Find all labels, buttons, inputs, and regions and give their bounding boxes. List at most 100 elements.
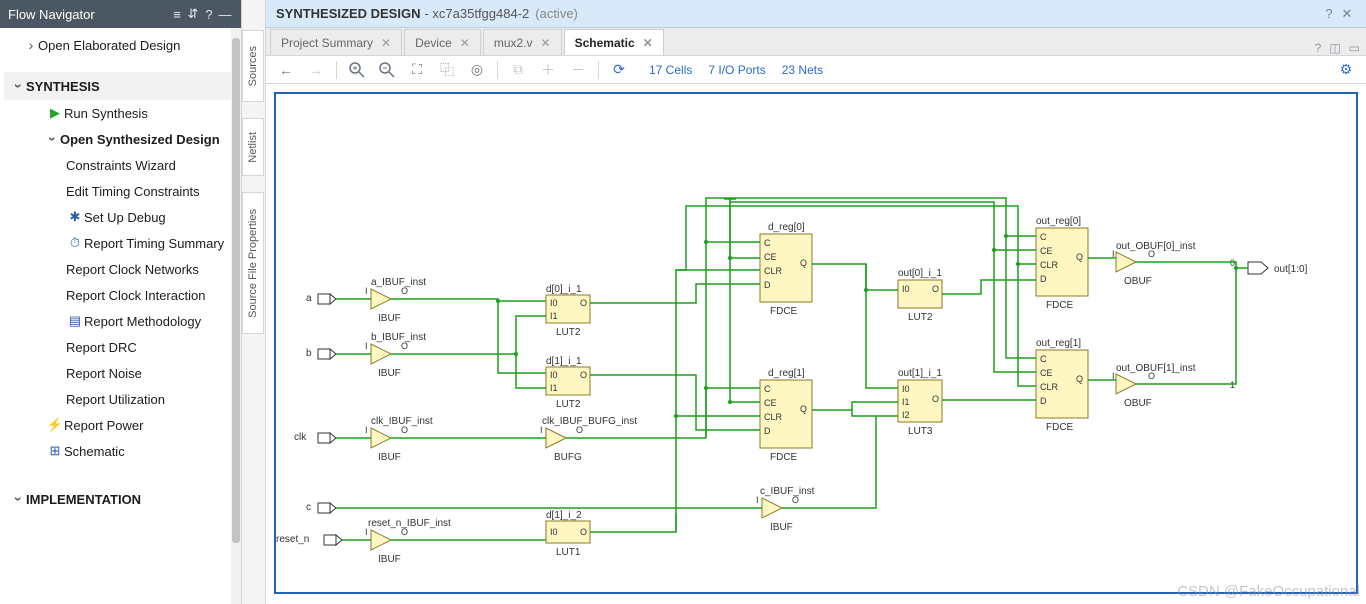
- implementation-category[interactable]: › IMPLEMENTATION: [4, 486, 241, 512]
- tab-device[interactable]: Device✕: [404, 29, 481, 55]
- svg-text:C: C: [764, 238, 771, 248]
- open-elaborated-design[interactable]: ›Open Elaborated Design: [4, 32, 241, 58]
- svg-text:Q: Q: [800, 404, 807, 414]
- open-synthesized-design[interactable]: › Open Synthesized Design: [4, 126, 241, 152]
- svg-text:I2: I2: [902, 410, 910, 420]
- report-clock-networks[interactable]: Report Clock Networks: [4, 256, 241, 282]
- svg-text:0: 0: [1230, 258, 1235, 268]
- svg-text:Q: Q: [800, 258, 807, 268]
- titlebar-close-icon[interactable]: ✕: [1338, 6, 1356, 22]
- settings-button[interactable]: ⚙: [1332, 58, 1360, 82]
- svg-text:LUT2: LUT2: [556, 399, 581, 410]
- svg-text:IBUF: IBUF: [378, 452, 401, 463]
- schematic-link[interactable]: ⊞Schematic: [4, 438, 241, 464]
- back-button[interactable]: ←: [272, 58, 300, 82]
- svg-text:OBUF: OBUF: [1124, 398, 1152, 409]
- report-noise[interactable]: Report Noise: [4, 360, 241, 386]
- setup-debug-label: Set Up Debug: [84, 210, 166, 225]
- close-icon[interactable]: ✕: [643, 36, 653, 50]
- vtab-sources[interactable]: Sources: [242, 30, 264, 102]
- design-part: - xc7a35tfgg484-2: [424, 6, 529, 21]
- stat-nets[interactable]: 23 Nets: [782, 63, 823, 77]
- edit-timing-constraints[interactable]: Edit Timing Constraints: [4, 178, 241, 204]
- select-button[interactable]: ⧉: [504, 58, 532, 82]
- play-icon: ▶: [46, 105, 64, 121]
- svg-text:I0: I0: [902, 284, 910, 294]
- svg-text:FDCE: FDCE: [1046, 300, 1074, 311]
- set-up-debug[interactable]: ✱Set Up Debug: [4, 204, 241, 230]
- synthesis-category[interactable]: › SYNTHESIS: [4, 72, 241, 100]
- svg-text:d_reg[0]: d_reg[0]: [768, 222, 805, 233]
- zoom-in-button[interactable]: [343, 58, 371, 82]
- stat-io[interactable]: 7 I/O Ports: [708, 63, 765, 77]
- svg-text:CLR: CLR: [1040, 260, 1059, 270]
- close-icon[interactable]: ✕: [460, 36, 470, 50]
- svg-text:D: D: [1040, 274, 1047, 284]
- svg-text:LUT3: LUT3: [908, 426, 933, 437]
- svg-text:I: I: [365, 527, 368, 537]
- power-icon: ⚡: [46, 417, 64, 433]
- svg-text:LUT1: LUT1: [556, 547, 581, 558]
- tab-schematic[interactable]: Schematic ✕: [564, 29, 664, 55]
- nav-help-icon[interactable]: ?: [201, 7, 217, 22]
- zoom-out-button[interactable]: [373, 58, 401, 82]
- svg-text:reset_n_IBUF_inst: reset_n_IBUF_inst: [368, 518, 451, 529]
- report-timing-summary[interactable]: ⏱Report Timing Summary: [4, 230, 241, 256]
- report-utilization[interactable]: Report Utilization: [4, 386, 241, 412]
- svg-text:IBUF: IBUF: [770, 522, 793, 533]
- report-power-label: Report Power: [64, 418, 143, 433]
- nav-minimize-icon[interactable]: —: [217, 7, 233, 22]
- svg-text:I0: I0: [550, 527, 558, 537]
- svg-text:out_OBUF[0]_inst: out_OBUF[0]_inst: [1116, 241, 1196, 252]
- report-power[interactable]: ⚡Report Power: [4, 412, 241, 438]
- svg-text:CE: CE: [764, 398, 777, 408]
- vtab-props-label: Source File Properties: [247, 209, 259, 318]
- forward-button[interactable]: →: [302, 58, 330, 82]
- svg-text:O: O: [932, 284, 939, 294]
- report-clock-interaction[interactable]: Report Clock Interaction: [4, 282, 241, 308]
- svg-text:I: I: [365, 286, 368, 296]
- titlebar-help-icon[interactable]: ?: [1320, 6, 1338, 21]
- add-button[interactable]: ＋: [534, 58, 562, 82]
- report-noise-label: Report Noise: [66, 366, 142, 381]
- stat-cells[interactable]: 17 Cells: [649, 63, 692, 77]
- bug-icon: ✱: [66, 209, 84, 225]
- tab-mux2v[interactable]: mux2.v✕: [483, 29, 562, 55]
- nav-sort-icon[interactable]: ⇵: [185, 6, 201, 22]
- tab-restore-icon[interactable]: ◫: [1329, 41, 1340, 55]
- left-scrollbar-thumb[interactable]: [232, 38, 240, 543]
- svg-text:CLR: CLR: [1040, 382, 1059, 392]
- synthesis-label: SYNTHESIS: [26, 79, 100, 94]
- svg-text:FDCE: FDCE: [770, 452, 798, 463]
- svg-text:D: D: [1040, 396, 1047, 406]
- run-synthesis[interactable]: ▶ Run Synthesis: [4, 100, 241, 126]
- tab-schem-label: Schematic: [575, 36, 635, 50]
- svg-text:BUFG: BUFG: [554, 452, 582, 463]
- remove-button[interactable]: －: [564, 58, 592, 82]
- report-clocknet-label: Report Clock Networks: [66, 262, 199, 277]
- schematic-canvas[interactable]: a b clk c reset_n a_IBUF_inst I O: [274, 92, 1358, 594]
- svg-text:d[0]_i_1: d[0]_i_1: [546, 284, 582, 295]
- svg-text:IBUF: IBUF: [378, 368, 401, 379]
- svg-text:d[1]_i_1: d[1]_i_1: [546, 356, 582, 367]
- svg-text:O: O: [576, 425, 583, 435]
- zoom-fit-button[interactable]: ⛶: [403, 58, 431, 82]
- auto-fit-button[interactable]: ◎: [463, 58, 491, 82]
- svg-text:I0: I0: [550, 370, 558, 380]
- close-icon[interactable]: ✕: [381, 36, 391, 50]
- close-icon[interactable]: ✕: [541, 36, 551, 50]
- regenerate-button[interactable]: ⟳: [605, 58, 633, 82]
- svg-text:reset_n: reset_n: [276, 534, 309, 545]
- report-methodology[interactable]: ▤Report Methodology: [4, 308, 241, 334]
- tab-max-icon[interactable]: ▭: [1349, 41, 1360, 55]
- vtab-source-props[interactable]: Source File Properties: [242, 192, 264, 334]
- constraints-wizard[interactable]: Constraints Wizard: [4, 152, 241, 178]
- svg-text:out_reg[1]: out_reg[1]: [1036, 338, 1081, 349]
- vtab-netlist[interactable]: Netlist: [242, 118, 264, 176]
- tab-help-icon[interactable]: ?: [1315, 41, 1322, 55]
- tab-project-summary[interactable]: Project Summary✕: [270, 29, 402, 55]
- zoom-area-button[interactable]: ⿻: [433, 58, 461, 82]
- report-drc[interactable]: Report DRC: [4, 334, 241, 360]
- clipboard-icon: ▤: [66, 313, 84, 329]
- nav-collapse-icon[interactable]: ≡: [169, 7, 185, 22]
